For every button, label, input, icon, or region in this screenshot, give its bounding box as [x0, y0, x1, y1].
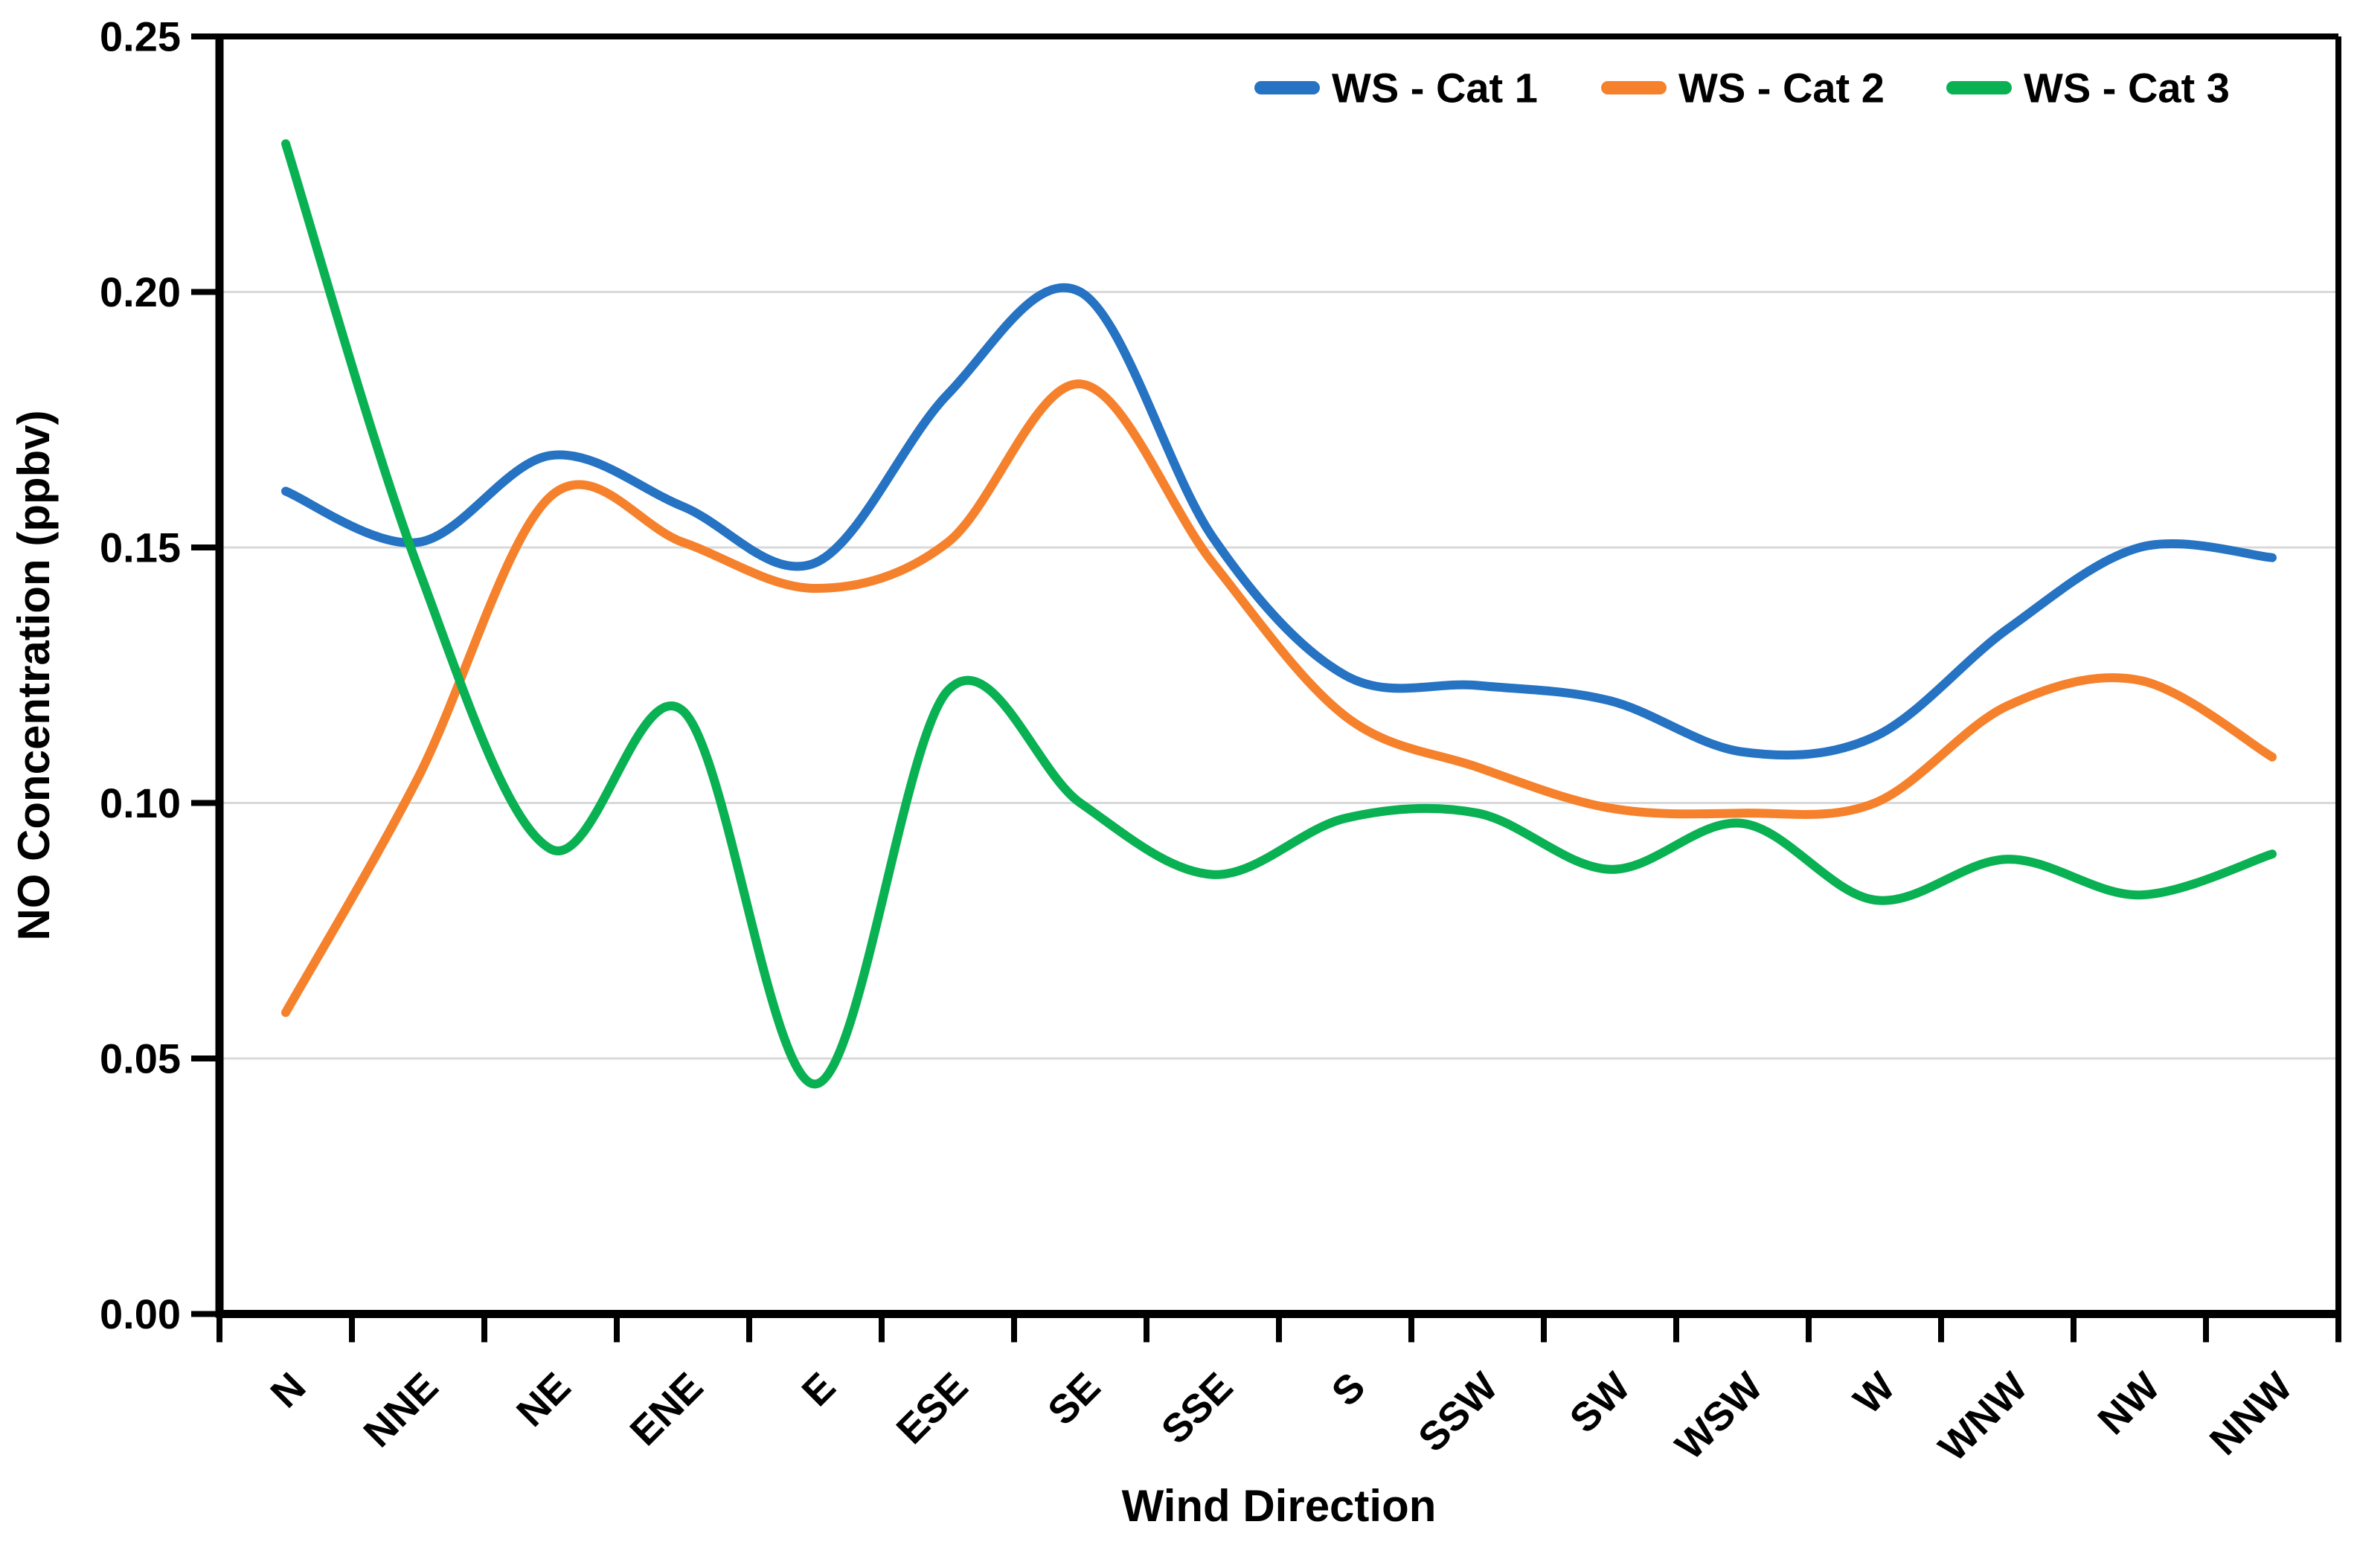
- legend-swatch: [1946, 81, 2012, 94]
- legend-label: WS - Cat 1: [1332, 65, 1538, 112]
- series-line-ws-cat-2: [281, 379, 2277, 1018]
- y-axis: 0.00 0.05 0.10 0.15 0.20 0.25: [100, 13, 219, 1337]
- legend: WS - Cat 1 WS - Cat 2 WS - Cat 3: [1254, 65, 2230, 112]
- y-tick-label: 0.10: [100, 780, 181, 826]
- legend-swatch: [1601, 81, 1667, 94]
- legend-label: WS - Cat 3: [2024, 65, 2230, 112]
- y-tick-label: 0.05: [100, 1035, 181, 1082]
- y-tick-label: 0.20: [100, 269, 181, 315]
- y-tick-label: 0.25: [100, 13, 181, 60]
- legend-swatch: [1254, 81, 1320, 94]
- gridlines: [219, 291, 2338, 1060]
- y-tick-label: 0.15: [100, 524, 181, 571]
- legend-item: WS - Cat 3: [1946, 65, 2230, 112]
- x-axis-title: Wind Direction: [1122, 1481, 1437, 1531]
- series-line-ws-cat-3: [281, 139, 2277, 1089]
- legend-item: WS - Cat 1: [1254, 65, 1538, 112]
- series-line-ws-cat-1: [281, 283, 2277, 760]
- y-tick-label: 0.00: [100, 1291, 181, 1337]
- series-lines: [281, 139, 2277, 1089]
- legend-item: WS - Cat 2: [1601, 65, 1885, 112]
- legend-label: WS - Cat 2: [1678, 65, 1885, 112]
- y-axis-title: NO Concentration (ppbv): [9, 410, 59, 940]
